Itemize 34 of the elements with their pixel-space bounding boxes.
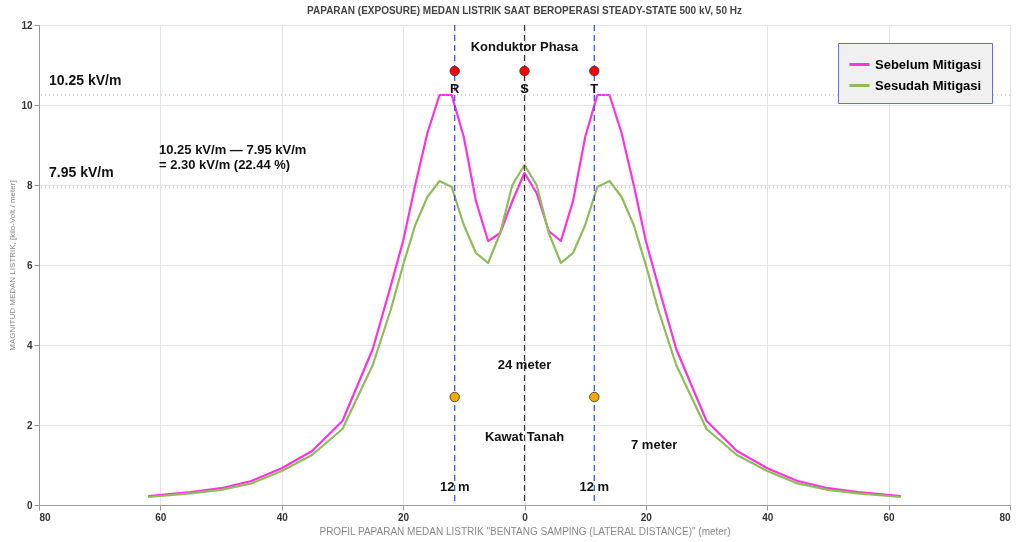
y-tick-label: 10 (21, 99, 33, 111)
x-tick-label: 60 (883, 511, 896, 523)
x-tick-label: 20 (398, 511, 410, 523)
line-series (147, 93, 902, 498)
x-axis-title: PROFIL PAPARAN MEDAN LISTRIK "BENTANG SAMPING (LATERAL DISTANCE)" (meter) (319, 525, 731, 537)
annotation: Konduktor Phasa (470, 39, 580, 54)
y-axis-title: MAGNITUD MEDAN LISTRIK, [kilo-Volt / meter] (8, 180, 18, 351)
x-tick-label: 80 (999, 511, 1011, 523)
ref-line-label: T (590, 81, 599, 96)
annotation: 12 m (439, 479, 470, 494)
annotation: Kawat Tanah (484, 429, 565, 444)
ref-line-label: 7.95 kV/m (49, 164, 114, 180)
ref-line-label: R (450, 81, 461, 96)
annotation: 12 m (579, 479, 610, 494)
x-tick-label: 20 (640, 511, 653, 523)
annotation: 7 meter (631, 437, 678, 452)
ref-line-label: S (520, 81, 530, 96)
annotation: 10.25 kV/m — 7.95 kV/m = 2.30 kV/m (22.44 %) (159, 142, 307, 172)
y-tick-label: 4 (26, 339, 33, 351)
ref-line-label: 10.25 kV/m (49, 72, 122, 88)
annotation: 24 meter (497, 357, 552, 372)
y-tick-label: 0 (26, 499, 33, 511)
x-tick-label: 40 (762, 511, 774, 523)
y-tick-label: 12 (21, 19, 33, 31)
legend-label: Sesudah Mitigasi (875, 77, 982, 93)
y-tick-label: 8 (26, 179, 33, 191)
x-tick-label: 80 (39, 511, 52, 523)
legend-label: Sebelum Mitigasi (875, 56, 982, 72)
x-tick-label: 60 (155, 511, 167, 523)
x-tick-label: 0 (522, 511, 529, 523)
chart-title: PAPARAN (EXPOSURE) MEDAN LISTRIK SAAT BEROPERASI STEADY-STATE 500 kV, 50 Hz (307, 5, 742, 16)
y-tick-label: 6 (26, 259, 33, 271)
x-tick-label: 40 (276, 511, 289, 523)
y-tick-label: 2 (26, 419, 33, 431)
